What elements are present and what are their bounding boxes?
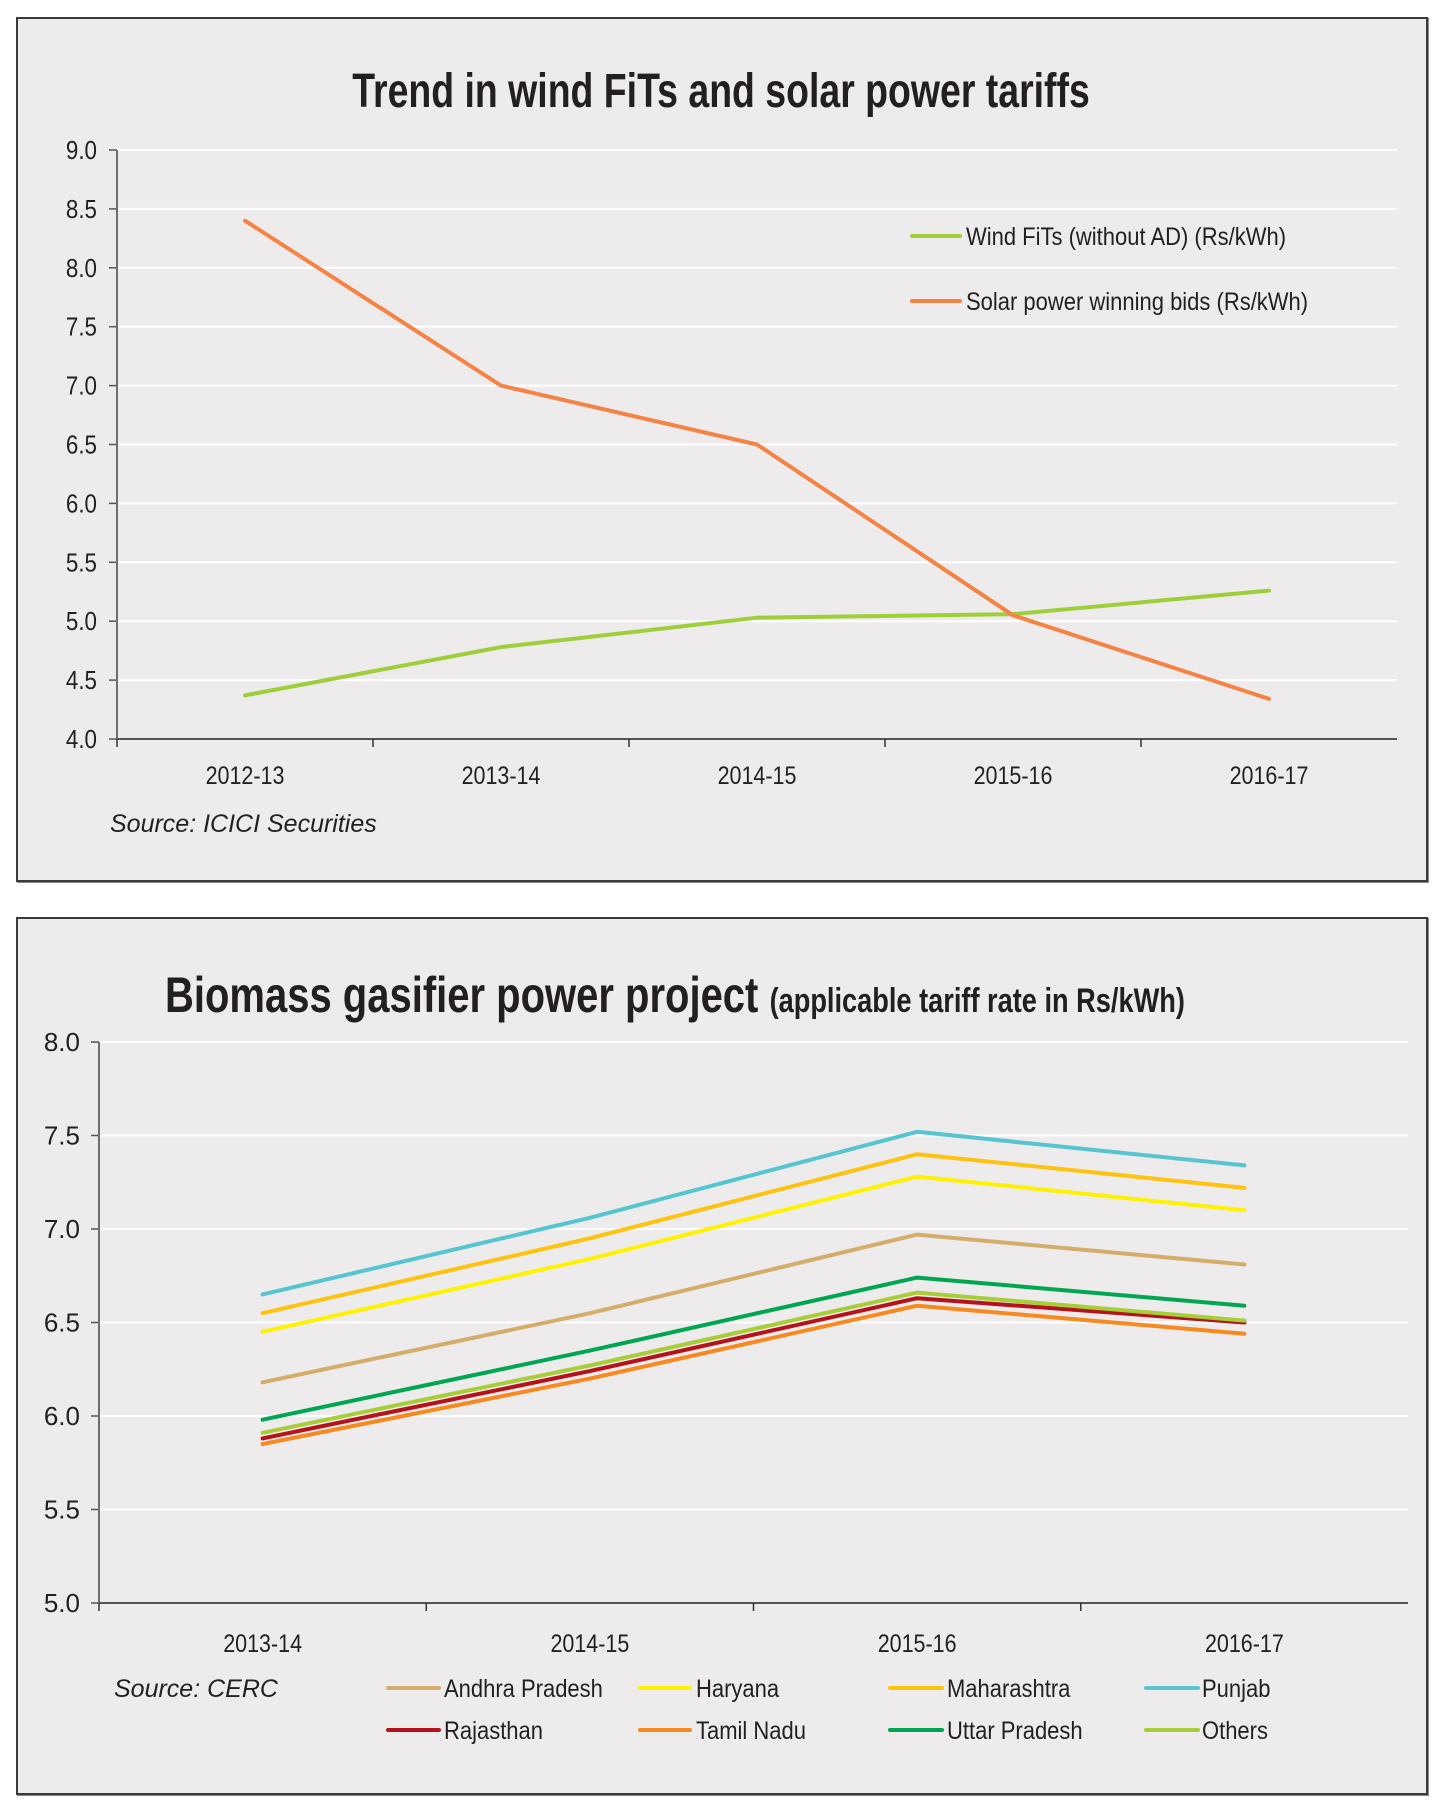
chart2-subtitle: (applicable tariff rate in Rs/kWh) bbox=[770, 981, 1185, 1020]
series-line-haryana bbox=[260, 1174, 1247, 1334]
series-line-andhra-pradesh bbox=[260, 1232, 1247, 1385]
y-tick-label: 8.5 bbox=[66, 195, 97, 224]
series-line-wind-fits-without-ad-rs-kwh bbox=[243, 588, 1271, 698]
y-tick-label: 6.0 bbox=[66, 490, 97, 519]
series-line-maharashtra bbox=[260, 1152, 1247, 1316]
y-tick-label: 5.5 bbox=[44, 1495, 80, 1525]
y-tick-label: 6.0 bbox=[44, 1401, 80, 1431]
series-line-others bbox=[260, 1290, 1247, 1435]
series-line-uttar-pradesh bbox=[260, 1275, 1247, 1422]
x-tick-label: 2016-17 bbox=[1205, 1629, 1284, 1657]
legend-label: Maharashtra bbox=[947, 1675, 1071, 1703]
series-line-tamil-nadu bbox=[260, 1303, 1247, 1447]
chart1-title: Trend in wind FiTs and solar power tarif… bbox=[352, 65, 1090, 119]
legend-label: Others bbox=[1202, 1717, 1268, 1745]
y-tick-label: 5.0 bbox=[44, 1588, 80, 1618]
y-tick-label: 8.0 bbox=[44, 1027, 80, 1057]
y-tick-label: 6.5 bbox=[66, 431, 97, 460]
y-tick-label: 7.5 bbox=[66, 313, 97, 342]
x-tick-label: 2015-16 bbox=[878, 1629, 957, 1657]
chart-panel-wind-solar bbox=[16, 17, 1428, 882]
legend-label: Rajasthan bbox=[444, 1717, 543, 1745]
y-tick-label: 5.5 bbox=[66, 549, 97, 578]
x-tick-label: 2012-13 bbox=[206, 761, 285, 789]
chart2-source: Source: CERC bbox=[114, 1675, 279, 1703]
y-tick-label: 6.5 bbox=[44, 1308, 80, 1338]
chart2-plot: 5.0 5.5 6.0 6.5 7.0 7.5 8.0 2013-14 2014-15 2015-… bbox=[44, 1027, 1408, 1744]
x-tick-label: 2014-15 bbox=[550, 1629, 629, 1657]
chart1-source: Source: ICICI Securities bbox=[110, 810, 377, 838]
series-line-solar-power-winning-bids-rs-kwh bbox=[243, 218, 1271, 701]
x-tick-label: 2013-14 bbox=[462, 761, 541, 789]
legend-label: Haryana bbox=[696, 1675, 780, 1703]
y-tick-label: 9.0 bbox=[66, 136, 97, 165]
y-tick-label: 7.0 bbox=[66, 372, 97, 401]
y-tick-label: 8.0 bbox=[66, 254, 97, 283]
legend-label: Punjab bbox=[1202, 1675, 1270, 1703]
x-tick-label: 2015-16 bbox=[974, 761, 1053, 789]
legend-label: Uttar Pradesh bbox=[947, 1717, 1083, 1745]
y-tick-label: 7.0 bbox=[44, 1214, 80, 1244]
legend-label: Wind FiTs (without AD) (Rs/kWh) bbox=[966, 223, 1286, 251]
chart2-title: Biomass gasifier power project (applicabl… bbox=[165, 967, 1185, 1023]
x-tick-label: 2014-15 bbox=[718, 761, 797, 789]
legend-label: Solar power winning bids (Rs/kWh) bbox=[966, 288, 1308, 316]
chart2-title-main: Biomass gasifier power project bbox=[165, 967, 758, 1023]
series-line-rajasthan bbox=[260, 1296, 1247, 1441]
x-tick-label: 2013-14 bbox=[223, 1629, 302, 1657]
legend-label: Tamil Nadu bbox=[696, 1717, 806, 1745]
y-tick-label: 5.0 bbox=[66, 608, 97, 637]
series-line-punjab bbox=[260, 1129, 1247, 1297]
legend-label: Andhra Pradesh bbox=[444, 1675, 603, 1703]
x-tick-label: 2016-17 bbox=[1230, 761, 1309, 789]
chart1-plot: 4.0 4.5 5.0 5.5 6.0 6.5 7.0 7.5 8.0 8.5 9.0 2012-13… bbox=[66, 136, 1397, 789]
y-tick-label: 7.5 bbox=[44, 1121, 80, 1151]
y-tick-label: 4.0 bbox=[66, 725, 97, 754]
y-tick-label: 4.5 bbox=[66, 667, 97, 696]
chart-panel-biomass bbox=[16, 917, 1428, 1795]
